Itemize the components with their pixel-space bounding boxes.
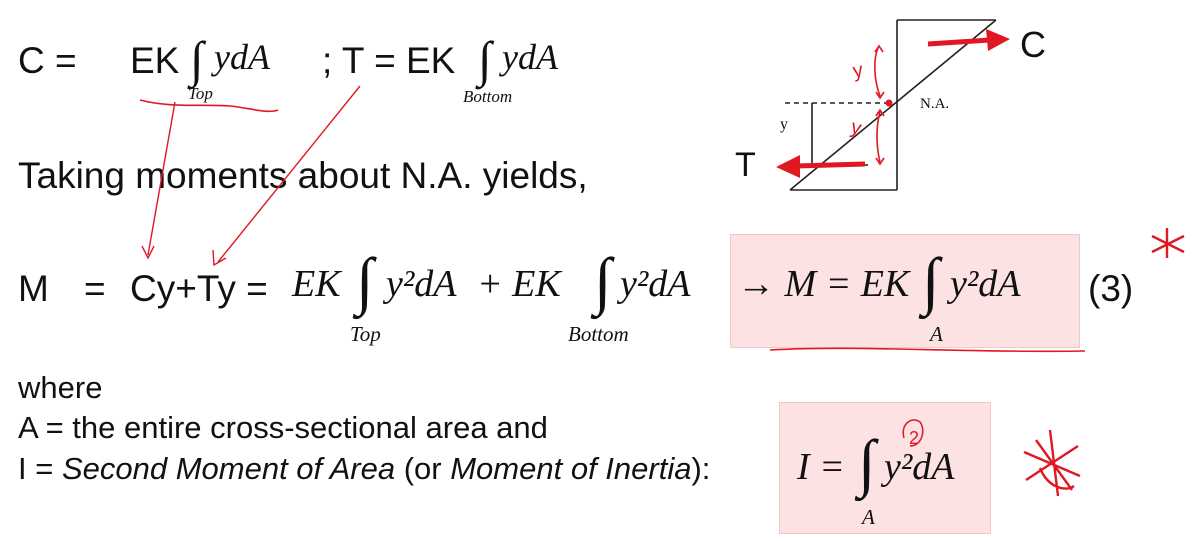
integrand-ydA: ydA — [214, 37, 270, 77]
c-lhs: C = — [18, 40, 77, 81]
inertia-suffix: ): — [691, 451, 711, 486]
compression-arrow — [927, 37, 991, 47]
neutral-axis-dot — [885, 99, 893, 107]
inertia-mid: (or — [395, 451, 451, 486]
integral-sign: ∫ — [858, 427, 876, 498]
stress-distribution-line — [789, 19, 997, 191]
circled-exponent: 2 — [909, 428, 920, 448]
where-label: where — [18, 370, 103, 405]
integral-sign: ∫ — [190, 31, 204, 87]
area-definition: A = the entire cross-sectional area and — [18, 410, 548, 445]
y-distance-label: y — [780, 116, 788, 133]
inertia-highlight — [779, 402, 991, 534]
neutral-axis-label: N.A. — [920, 96, 950, 112]
annotation-y-bottom: y — [848, 116, 864, 140]
area-limit: A — [930, 322, 943, 346]
asterisk-icon — [1151, 228, 1185, 258]
integrand-ydA: ydA — [502, 37, 558, 77]
ek-text: EK — [130, 40, 180, 81]
top-limit: Top — [188, 84, 213, 103]
inertia-lhs: I = — [797, 446, 845, 488]
integral-sign: ∫ — [356, 245, 374, 316]
tension-arrowhead — [776, 155, 800, 178]
plus-ek: + EK — [477, 263, 561, 305]
inertia-prefix: I = — [18, 451, 62, 486]
integrand-y2dA: y²dA — [386, 263, 457, 305]
tension-arrow — [795, 161, 866, 169]
distance-annotations — [874, 44, 885, 166]
integral-sign: ∫ — [594, 245, 612, 316]
integrand-y2dA: y²dA — [620, 263, 691, 305]
result-highlight — [730, 234, 1080, 348]
tension-label: T — [735, 146, 756, 184]
moment-of-inertia-term: Moment of Inertia — [450, 451, 692, 486]
stress-diagram — [785, 19, 997, 191]
cy-ty: Cy+Ty = — [130, 268, 268, 309]
force-arrows — [776, 29, 1010, 178]
inertia-definition: I = Second Moment of Area (or Moment of … — [18, 451, 710, 487]
integral-sign: ∫ — [922, 245, 940, 316]
annotation-y-top: y — [851, 59, 865, 83]
integrand-y2dA: y²dA — [884, 446, 955, 488]
compression-arrowhead — [986, 29, 1010, 51]
ek-text: EK — [292, 263, 341, 305]
top-limit: Top — [350, 322, 381, 346]
equals-sign: = — [84, 268, 106, 309]
area-limit: A — [862, 505, 875, 529]
compression-label: C — [1020, 24, 1046, 65]
second-moment-term: Second Moment of Area — [61, 451, 396, 486]
t-lhs: ; T = EK — [322, 40, 456, 81]
bottom-limit: Bottom — [463, 87, 513, 106]
integrand-y2dA: y²dA — [950, 263, 1021, 305]
asterisk-icon — [1023, 429, 1081, 497]
integral-sign: ∫ — [478, 31, 492, 87]
moments-sentence: Taking moments about N.A. yields, — [18, 155, 588, 196]
moment-m: M — [18, 268, 49, 309]
result-equation: → M = EK — [737, 263, 910, 305]
equation-number: (3) — [1088, 268, 1134, 309]
bottom-limit: Bottom — [568, 322, 629, 346]
